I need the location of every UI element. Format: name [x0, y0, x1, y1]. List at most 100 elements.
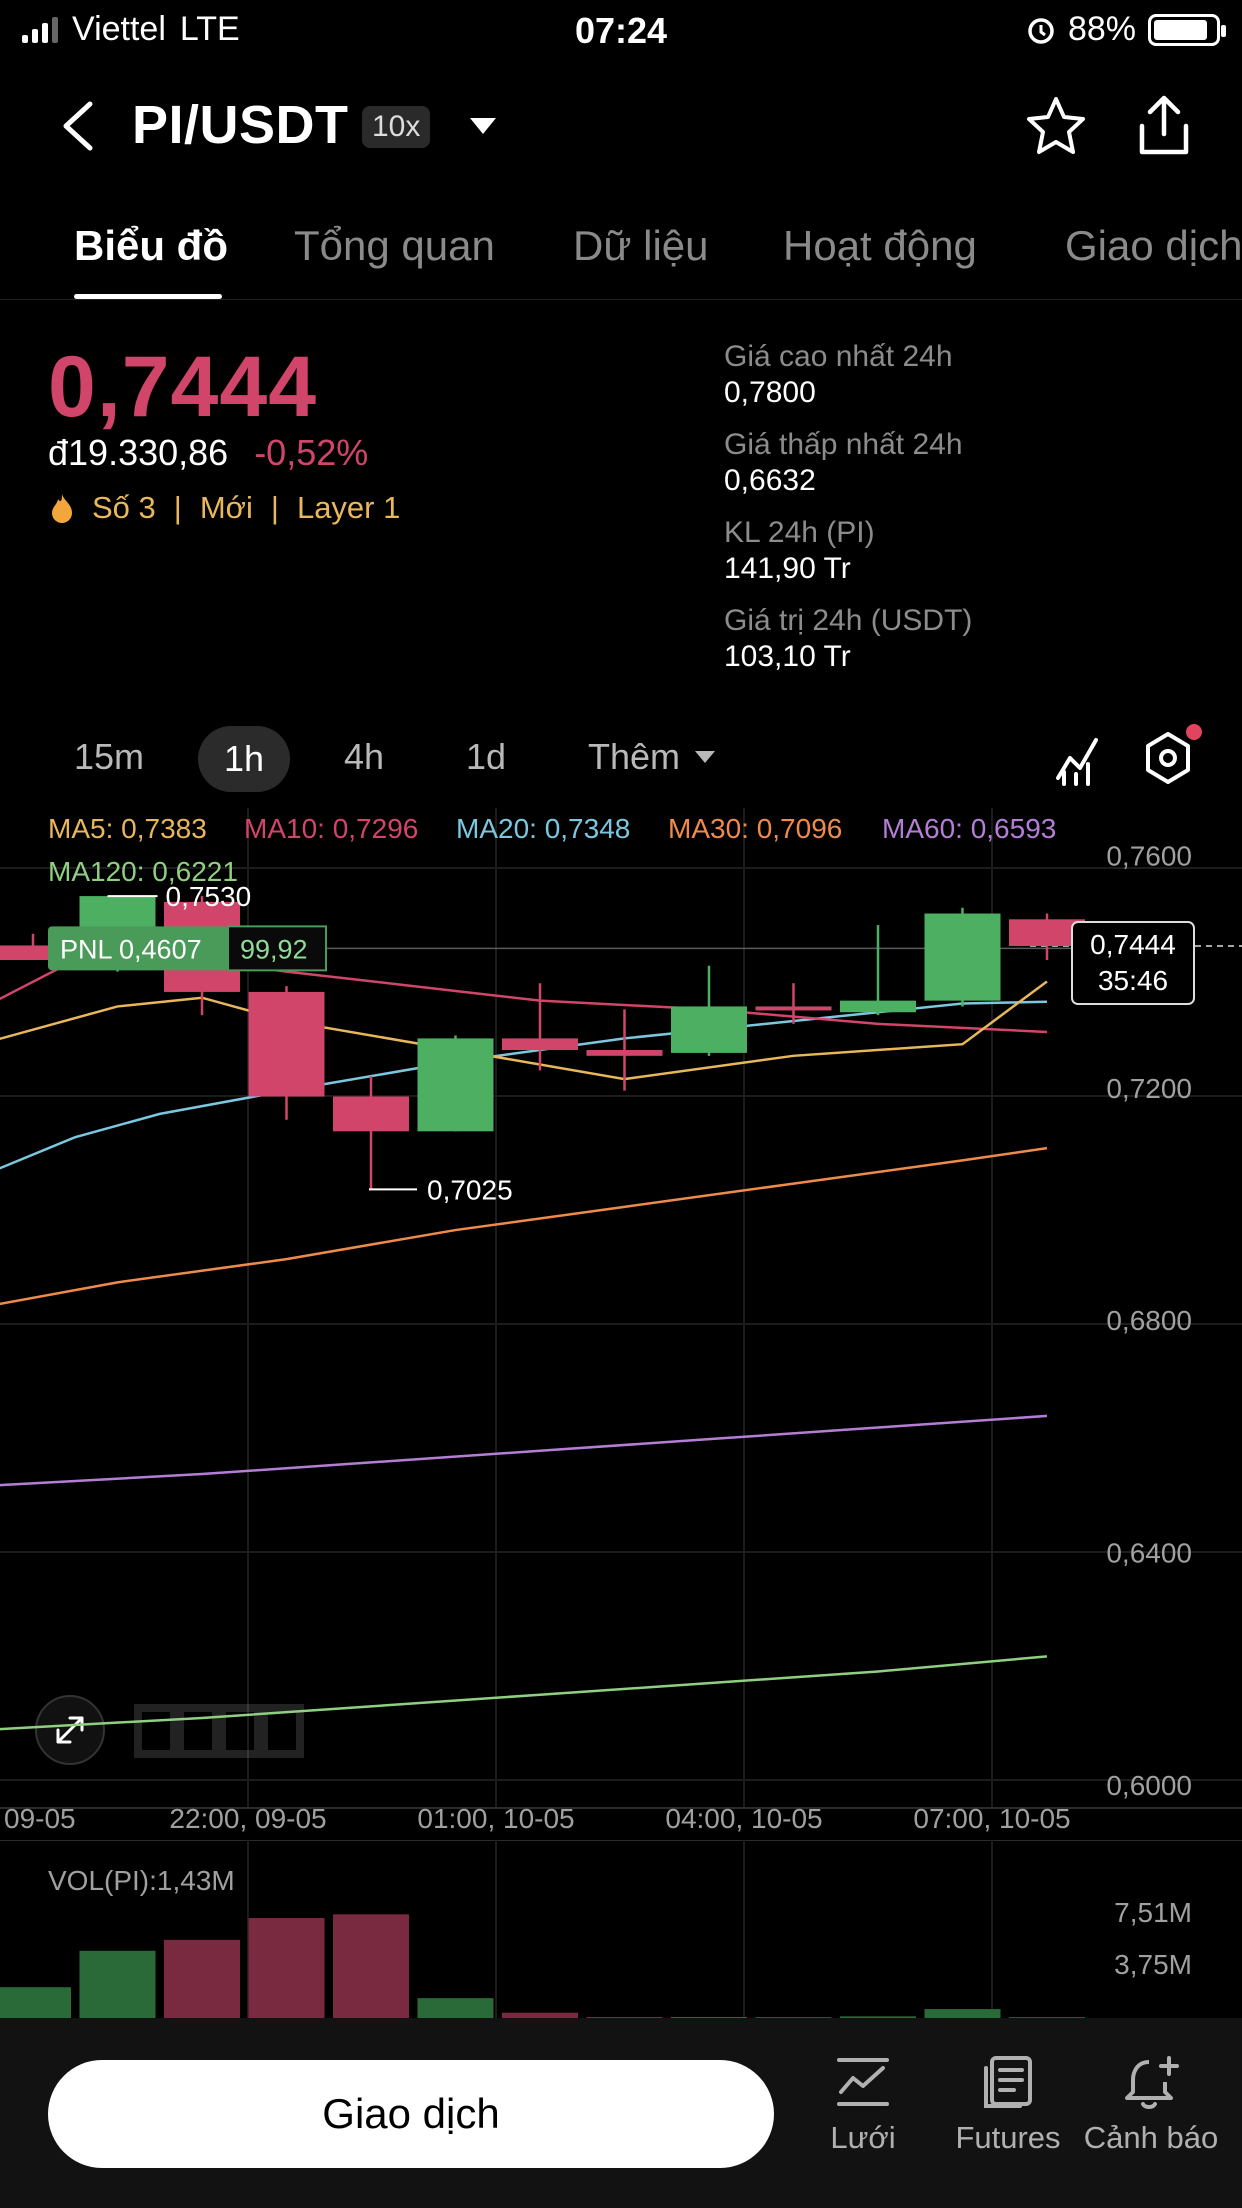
- header: PI/USDT 10x: [0, 80, 1242, 170]
- volume-bar: [924, 2009, 1001, 2020]
- tab-overview[interactable]: Tổng quan: [294, 222, 495, 269]
- volume-bar: [0, 1987, 71, 2020]
- ma-legend-value: 0,7096: [757, 813, 843, 844]
- tag-new[interactable]: Mới: [199, 490, 253, 525]
- y-tick-label: 0,7600: [1106, 840, 1192, 871]
- watermark-block: [260, 1704, 304, 1758]
- stat-label: Giá thấp nhất 24h: [724, 428, 963, 461]
- fullscreen-button[interactable]: [35, 1695, 105, 1765]
- tab-data[interactable]: Dữ liệu: [573, 222, 709, 269]
- carrier-info: Viettel LTE: [22, 10, 240, 49]
- tag-layer[interactable]: Layer 1: [296, 490, 401, 525]
- tab-trade[interactable]: Giao dịch: [1065, 222, 1242, 269]
- tab-underline: [74, 294, 222, 299]
- candle-body: [924, 913, 1001, 1001]
- ma-legend-name: MA120:: [48, 856, 152, 887]
- volume-label: VOL(PI):1,43M: [48, 1865, 235, 1896]
- x-tick-label: 04:00, 10-05: [665, 1803, 822, 1834]
- interval-15m[interactable]: 15m: [74, 736, 145, 777]
- ma-legend-item: MA10: 0,7296: [244, 813, 418, 844]
- price-tag-box: [1071, 921, 1195, 1006]
- candle[interactable]: [924, 907, 1001, 1007]
- share-button[interactable]: [1134, 92, 1194, 158]
- stat-value: 141,90 Tr: [724, 552, 851, 585]
- last-price: 0,7444: [48, 339, 318, 435]
- grid-bot-button[interactable]: Lưới: [788, 2054, 938, 2156]
- price-sub: đ19.330,86 -0,52%: [48, 432, 368, 474]
- low-label: 0,7025: [427, 1174, 513, 1205]
- candle[interactable]: [502, 983, 578, 1071]
- watermark-block: [134, 1704, 178, 1758]
- interval-4h[interactable]: 4h: [344, 736, 385, 777]
- ma-legend-value: 0,7348: [545, 813, 631, 844]
- candle-countdown: 35:46: [1098, 965, 1168, 996]
- pair-title[interactable]: PI/USDT: [132, 95, 349, 155]
- current-price-value: 0,7444: [1090, 929, 1176, 960]
- ma-legend-name: MA5:: [48, 813, 121, 844]
- pnl-badge[interactable]: PNL 0,4607 99,92: [48, 925, 327, 972]
- chart-canvas[interactable]: 0,7530 0,7025 PNL 0,4607 99,92 0,7600 0,7200 0…: [0, 808, 1242, 1848]
- leverage-badge: 10x: [362, 106, 431, 148]
- pnl-badge-bg[interactable]: [48, 926, 228, 971]
- tag-rank[interactable]: Số 3: [92, 490, 156, 525]
- candle[interactable]: [586, 1009, 663, 1091]
- more-intervals-dropdown[interactable]: Thêm: [588, 736, 716, 778]
- volume-bar: [79, 1950, 156, 2020]
- volume-tick-label: 7,51M: [1114, 1897, 1192, 1928]
- current-price-tag: 0,7444 35:46: [1071, 921, 1195, 1006]
- watermark-block: [218, 1704, 262, 1758]
- ma-legend-name: MA60:: [882, 813, 971, 844]
- tag-row: Số 3 | Mới | Layer 1: [50, 490, 400, 526]
- x-tick-label: 01:00, 10-05: [417, 1803, 574, 1834]
- futures-button[interactable]: Futures: [933, 2054, 1083, 2156]
- x-tick-label: 22:00, 09-05: [169, 1803, 326, 1834]
- ma5-line: [0, 980, 1048, 1081]
- chart-settings-icon[interactable]: [1144, 730, 1192, 786]
- ma-legend-value: 0,6221: [152, 856, 238, 887]
- network-type: LTE: [179, 10, 240, 48]
- caret-down-icon[interactable]: [468, 116, 498, 136]
- tab-chart[interactable]: Biểu đồ: [74, 222, 228, 269]
- clock: 07:24: [574, 10, 668, 51]
- candle[interactable]: [755, 983, 832, 1024]
- tab-bar: Biểu đồ Tổng quan Dữ liệu Hoạt động Giao…: [0, 210, 1242, 300]
- ma20-line: [0, 1000, 1048, 1170]
- tab-activity[interactable]: Hoạt động: [783, 222, 977, 269]
- grid-label: Lưới: [830, 2120, 896, 2155]
- ma-legend-value: 0,6593: [971, 813, 1057, 844]
- candle[interactable]: [417, 1035, 494, 1132]
- volume-bar: [502, 2012, 578, 2020]
- candle[interactable]: [248, 986, 325, 1120]
- volume-bar: [164, 1939, 240, 2020]
- battery-percent: 88%: [1067, 10, 1136, 48]
- ma-legend-item: MA5: 0,7383: [48, 813, 207, 844]
- tag-separator: |: [173, 490, 182, 525]
- favorite-star-button[interactable]: [1024, 94, 1088, 158]
- interval-1h[interactable]: 1h: [198, 726, 290, 792]
- candle-body: [417, 1038, 494, 1132]
- high-label: 0,7530: [166, 881, 252, 912]
- more-label: Thêm: [588, 736, 681, 777]
- ma-legend-item: MA60: 0,6593: [882, 813, 1056, 844]
- candle[interactable]: [333, 1076, 409, 1190]
- y-tick-label: 0,6800: [1106, 1305, 1192, 1336]
- y-tick-label: 0,6400: [1106, 1537, 1192, 1568]
- grid-chart-icon: [837, 2058, 889, 2106]
- trade-button[interactable]: Giao dịch: [48, 2060, 774, 2168]
- volume-bar: [417, 1998, 494, 2020]
- pnl-value-bg: [227, 925, 327, 972]
- stat-value: 0,6632: [724, 464, 816, 497]
- candle-body: [586, 1050, 663, 1056]
- candle[interactable]: [671, 965, 747, 1056]
- back-button[interactable]: [52, 98, 102, 154]
- pnl-label: PNL 0,4607: [60, 934, 202, 964]
- okx-watermark-icon: [134, 1704, 304, 1758]
- watermark-block: [176, 1704, 220, 1758]
- candlestick-chart[interactable]: 0,7530 0,7025 PNL 0,4607 99,92 0,7600 0,7200 0…: [0, 808, 1242, 1848]
- interval-1d[interactable]: 1d: [466, 736, 507, 777]
- indicator-icon[interactable]: [1054, 728, 1102, 788]
- stat-label: KL 24h (PI): [724, 516, 875, 549]
- candle-body: [333, 1096, 409, 1132]
- candle[interactable]: [840, 925, 916, 1016]
- price-alert-button[interactable]: Cảnh báo: [1076, 2054, 1226, 2156]
